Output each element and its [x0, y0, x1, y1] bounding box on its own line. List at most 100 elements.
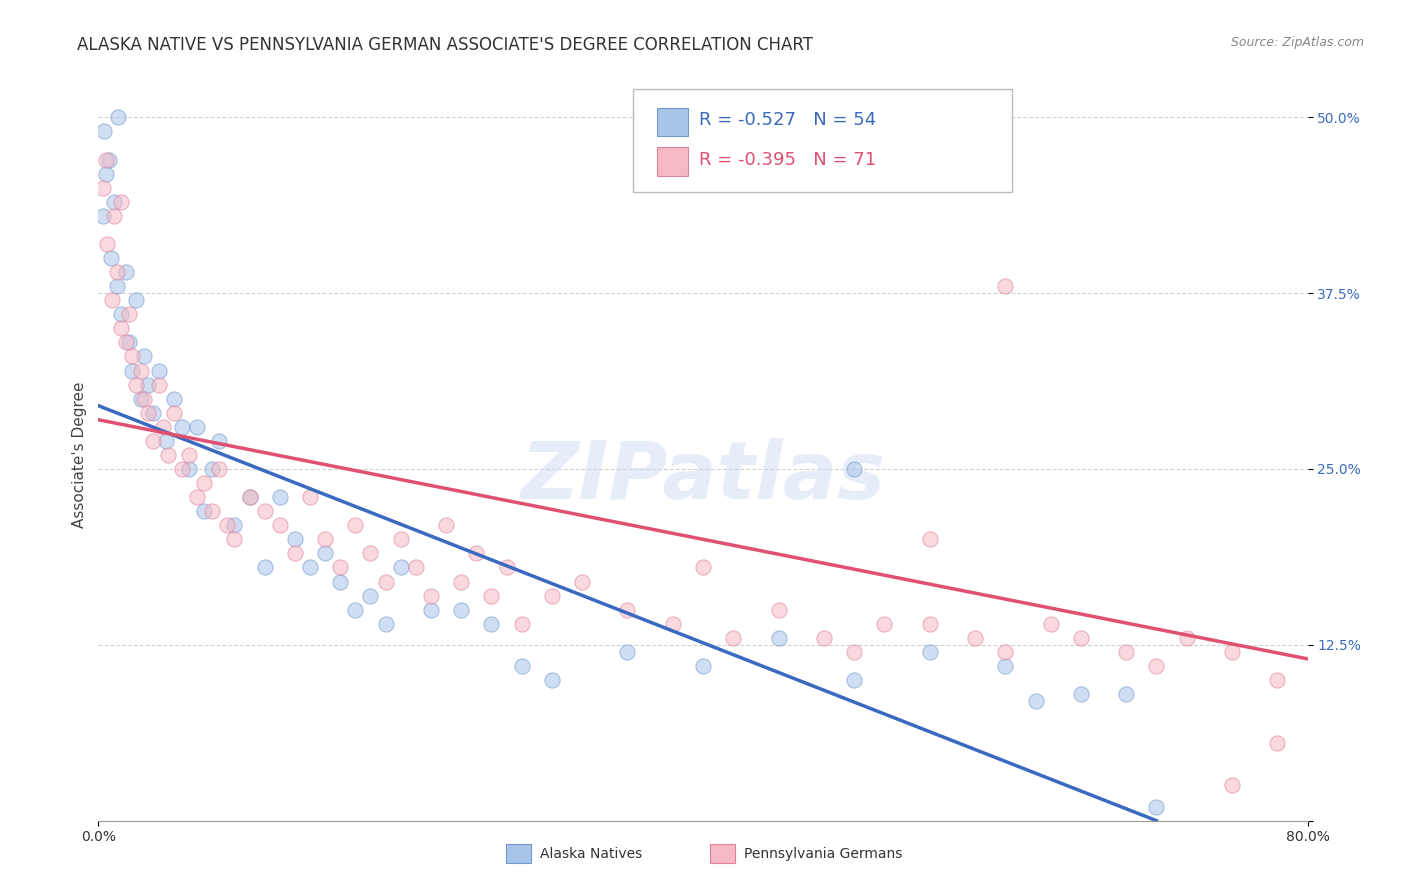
- Point: [148, 377, 170, 392]
- Point: [132, 350, 155, 364]
- Point: [179, 448, 201, 462]
- Point: [118, 307, 141, 321]
- Point: [103, 194, 125, 209]
- Point: [1070, 687, 1092, 701]
- Point: [389, 533, 412, 547]
- Point: [495, 560, 517, 574]
- Point: [284, 533, 307, 547]
- Point: [201, 504, 224, 518]
- Point: [1115, 645, 1137, 659]
- Point: [965, 631, 987, 645]
- Point: [94, 153, 117, 167]
- Point: [136, 406, 159, 420]
- Point: [1175, 631, 1198, 645]
- Point: [1220, 645, 1243, 659]
- Point: [360, 589, 382, 603]
- Point: [193, 476, 215, 491]
- Point: [208, 434, 231, 448]
- Point: [1115, 687, 1137, 701]
- Point: [510, 659, 533, 673]
- Text: R = -0.395   N = 71: R = -0.395 N = 71: [699, 151, 876, 169]
- Point: [110, 307, 132, 321]
- Point: [1024, 694, 1046, 708]
- Point: [142, 434, 165, 448]
- Point: [186, 419, 208, 434]
- Point: [661, 616, 683, 631]
- Point: [121, 363, 143, 377]
- Point: [94, 167, 117, 181]
- Text: Pennsylvania Germans: Pennsylvania Germans: [744, 847, 903, 861]
- Point: [129, 392, 152, 406]
- Text: R = -0.527   N = 54: R = -0.527 N = 54: [699, 112, 876, 129]
- Point: [269, 490, 291, 504]
- Point: [374, 616, 396, 631]
- Point: [224, 518, 246, 533]
- Point: [215, 518, 238, 533]
- Point: [723, 631, 745, 645]
- Point: [616, 602, 638, 616]
- Text: Source: ZipAtlas.com: Source: ZipAtlas.com: [1230, 36, 1364, 49]
- Text: ALASKA NATIVE VS PENNSYLVANIA GERMAN ASSOCIATE'S DEGREE CORRELATION CHART: ALASKA NATIVE VS PENNSYLVANIA GERMAN ASS…: [77, 36, 813, 54]
- Point: [100, 251, 122, 265]
- Point: [156, 448, 179, 462]
- Point: [142, 406, 165, 420]
- Point: [768, 602, 790, 616]
- Point: [314, 546, 336, 560]
- Point: [299, 560, 322, 574]
- Point: [239, 490, 262, 504]
- Point: [299, 490, 322, 504]
- Point: [994, 645, 1017, 659]
- Point: [540, 673, 562, 687]
- Point: [692, 560, 714, 574]
- Point: [918, 645, 941, 659]
- Point: [114, 265, 136, 279]
- Point: [152, 419, 174, 434]
- Point: [101, 293, 124, 308]
- Point: [329, 560, 352, 574]
- Point: [284, 546, 307, 560]
- Point: [170, 419, 193, 434]
- Point: [844, 673, 866, 687]
- Point: [420, 589, 443, 603]
- Y-axis label: Associate's Degree: Associate's Degree: [72, 382, 87, 528]
- Point: [314, 533, 336, 547]
- Point: [155, 434, 177, 448]
- Point: [269, 518, 291, 533]
- Point: [844, 645, 866, 659]
- Point: [481, 616, 503, 631]
- Point: [405, 560, 427, 574]
- Point: [344, 518, 367, 533]
- Point: [616, 645, 638, 659]
- Point: [1144, 799, 1167, 814]
- Point: [450, 602, 472, 616]
- Point: [163, 392, 186, 406]
- Point: [571, 574, 593, 589]
- Point: [98, 153, 121, 167]
- Point: [201, 462, 224, 476]
- Point: [994, 659, 1017, 673]
- Point: [253, 504, 276, 518]
- Point: [118, 335, 141, 350]
- Point: [1070, 631, 1092, 645]
- Point: [768, 631, 790, 645]
- Point: [105, 279, 128, 293]
- Point: [239, 490, 262, 504]
- Point: [163, 406, 186, 420]
- Point: [103, 209, 125, 223]
- Point: [179, 462, 201, 476]
- Point: [91, 209, 114, 223]
- Point: [1144, 659, 1167, 673]
- Point: [813, 631, 835, 645]
- Point: [110, 194, 132, 209]
- Point: [540, 589, 562, 603]
- Point: [121, 350, 143, 364]
- Point: [91, 180, 114, 194]
- Point: [344, 602, 367, 616]
- Point: [107, 111, 129, 125]
- Point: [360, 546, 382, 560]
- Point: [873, 616, 896, 631]
- Point: [465, 546, 488, 560]
- Point: [170, 462, 193, 476]
- Point: [1220, 779, 1243, 793]
- Point: [844, 462, 866, 476]
